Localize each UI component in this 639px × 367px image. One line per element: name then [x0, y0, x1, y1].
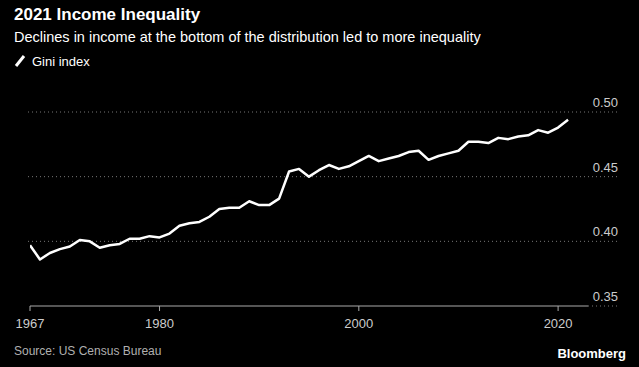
x-axis — [30, 306, 588, 307]
legend-label: Gini index — [32, 54, 90, 69]
chart: 2021 Income Inequality Declines in income… — [0, 0, 639, 367]
y-tick-label: 0.50 — [593, 95, 618, 110]
grid-line — [28, 176, 618, 177]
tick-mark — [558, 306, 559, 311]
tick-mark — [358, 306, 359, 311]
line-series — [30, 120, 568, 260]
title: 2021 Income Inequality — [14, 5, 201, 24]
grid-line — [28, 112, 618, 113]
tick-mark — [159, 306, 160, 311]
plot-area — [30, 120, 568, 260]
grid-line — [28, 241, 618, 242]
tick-mark — [588, 306, 618, 307]
legend-swatch — [16, 56, 24, 66]
tick-mark — [30, 306, 31, 311]
x-tick-label: 2000 — [344, 316, 373, 331]
y-tick-label: 0.35 — [593, 289, 618, 304]
subtitle: Declines in income at the bottom of the … — [14, 29, 481, 45]
brand: Bloomberg — [557, 346, 626, 361]
y-tick-label: 0.40 — [593, 224, 618, 239]
y-tick-label: 0.45 — [593, 160, 618, 175]
background — [0, 0, 639, 367]
x-tick-label: 1980 — [145, 316, 174, 331]
x-tick-label: 2020 — [544, 316, 573, 331]
x-tick-label: 1967 — [16, 316, 45, 331]
source: Source: US Census Bureau — [14, 344, 161, 358]
